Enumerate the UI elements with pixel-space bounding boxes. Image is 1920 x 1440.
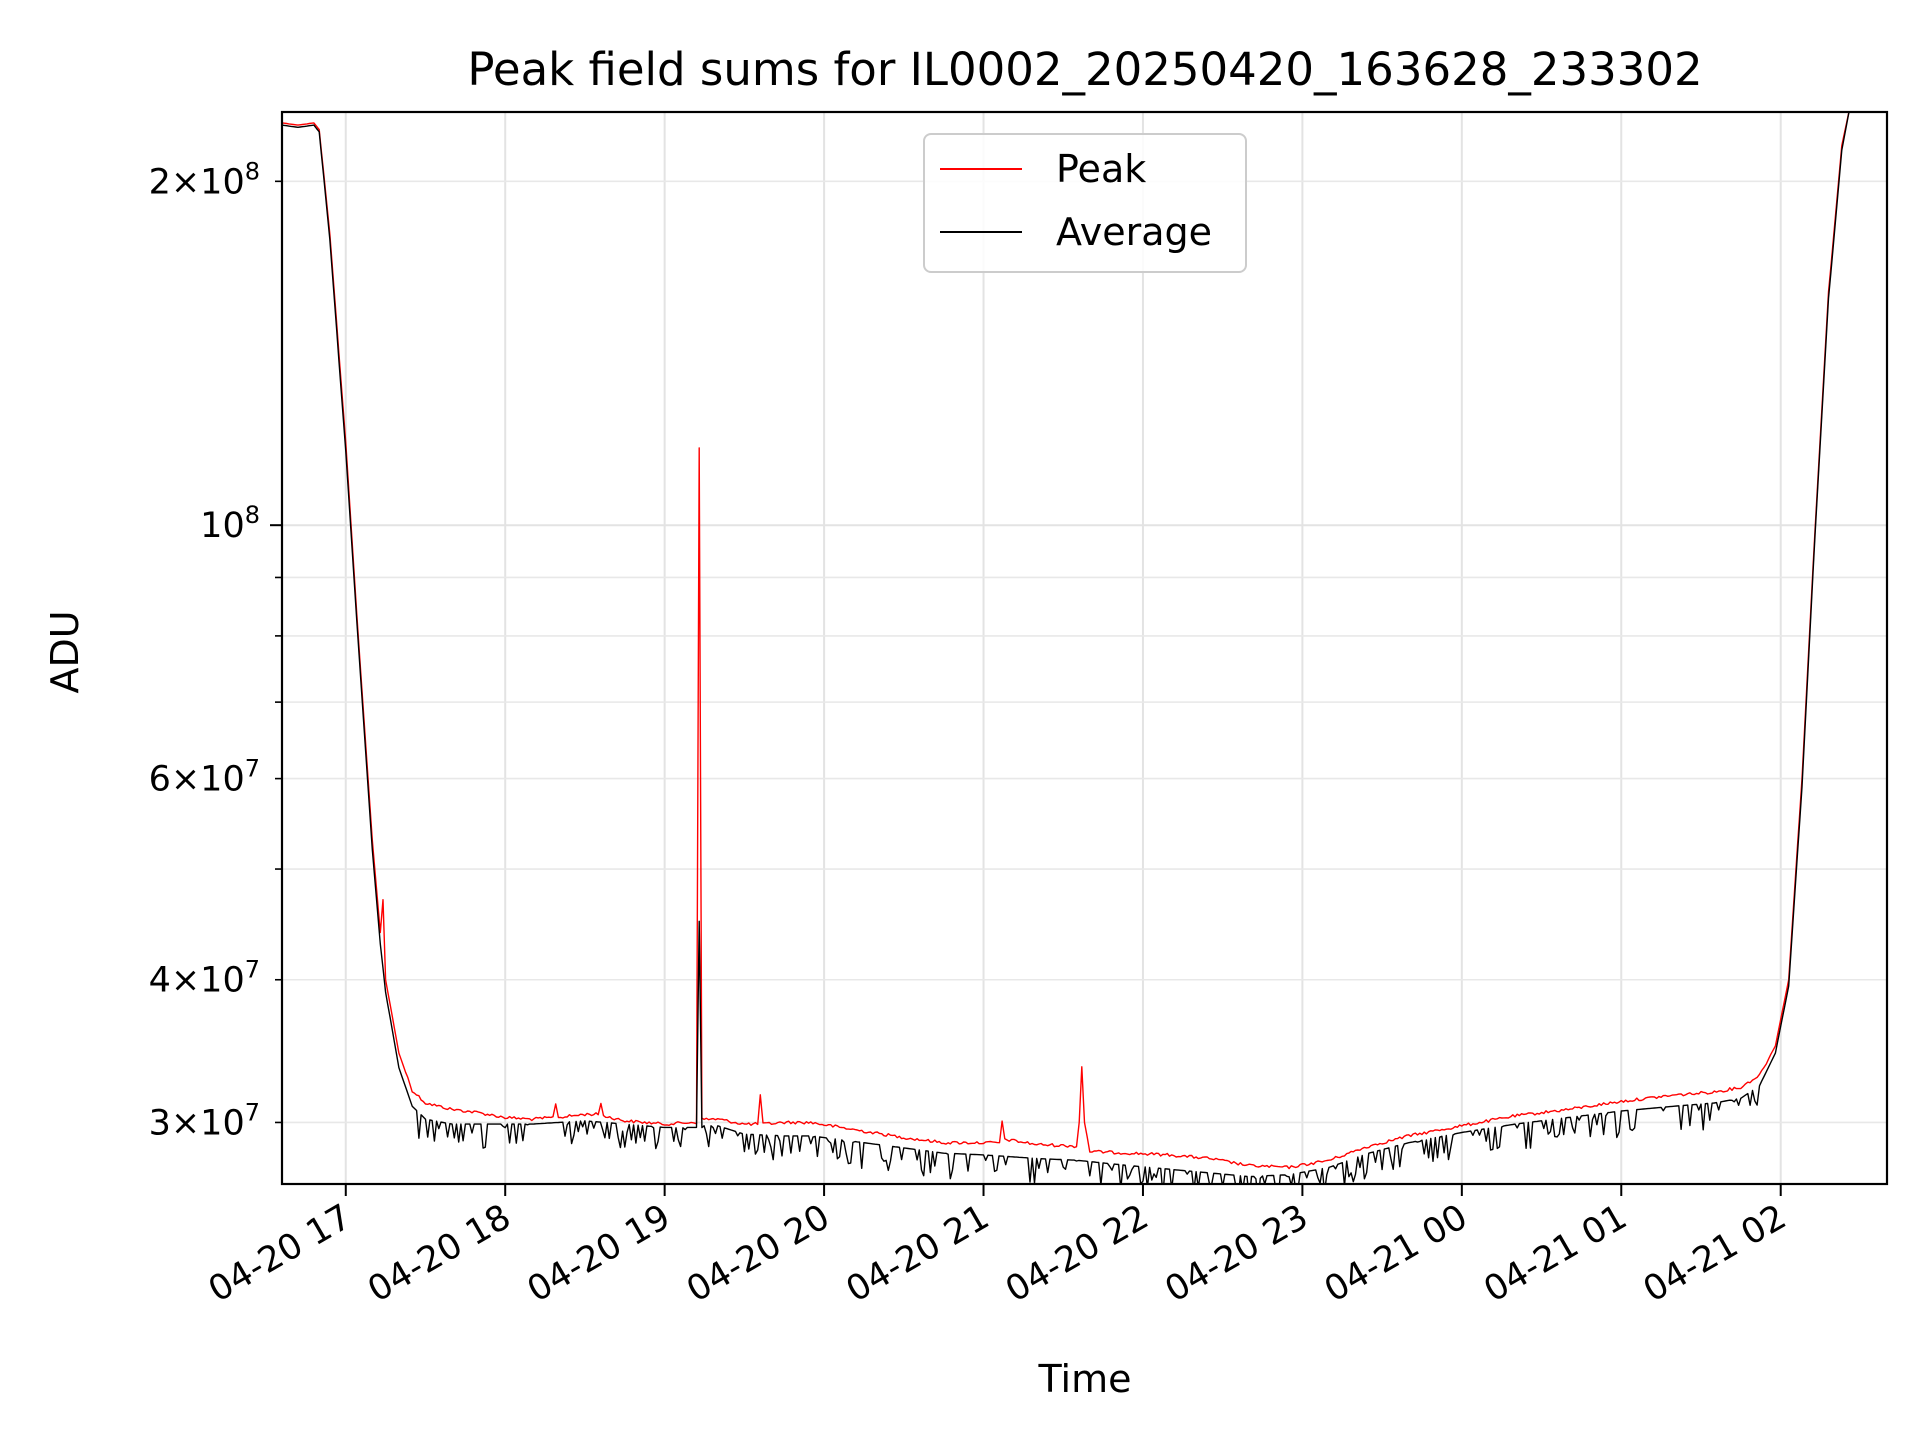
legend-label-peak: Peak (1056, 147, 1146, 191)
chart-title: Peak field sums for IL0002_20250420_1636… (467, 43, 1702, 96)
y-axis: 108 3×107 4×107 6×107 2×108 (149, 157, 282, 1143)
series-line-peak (282, 112, 1850, 1170)
plot-frame (280, 110, 1889, 1186)
y-tick-label: 3×107 (149, 1098, 260, 1143)
x-axis-title: Time (1038, 1357, 1132, 1401)
legend: Peak Average (923, 133, 1247, 273)
series-line-average (282, 112, 1850, 1184)
series-layer (282, 112, 1850, 1184)
y-tick-label: 108 (200, 501, 260, 546)
y-tick-label: 4×107 (149, 956, 260, 1001)
legend-label-average: Average (1056, 210, 1212, 254)
y-axis-title: ADU (43, 610, 87, 693)
y-tick-label: 2×108 (149, 157, 260, 202)
y-tick-label: 6×107 (149, 755, 260, 800)
